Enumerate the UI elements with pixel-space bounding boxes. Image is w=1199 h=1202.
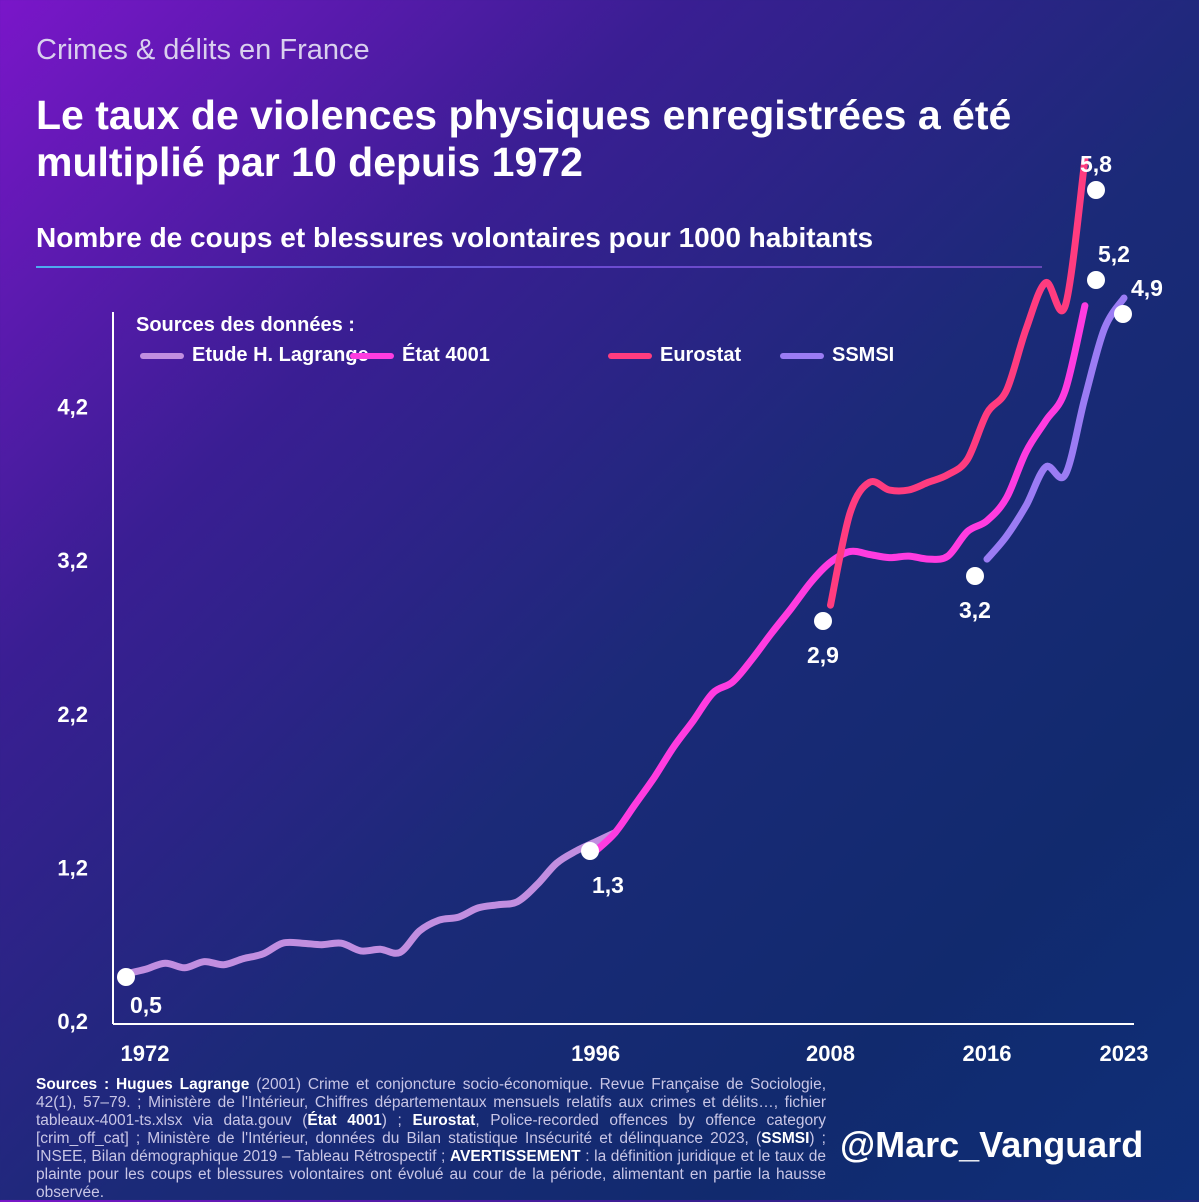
legend-swatch bbox=[350, 352, 394, 359]
annotation-dot bbox=[1087, 271, 1105, 289]
chart-subtitle: Nombre de coups et blessures volontaires… bbox=[36, 222, 874, 253]
y-tick-label: 4,2 bbox=[57, 395, 88, 420]
y-tick-label: 2,2 bbox=[57, 702, 88, 727]
annotation-label: 0,5 bbox=[130, 992, 162, 1018]
legend-swatch bbox=[780, 352, 824, 359]
legend-swatch bbox=[140, 352, 184, 359]
annotation-dot bbox=[966, 567, 984, 585]
annotation-label: 1,3 bbox=[592, 872, 624, 898]
y-tick-label: 1,2 bbox=[57, 855, 88, 880]
legend-label: État 4001 bbox=[402, 344, 490, 366]
series-line-etat-4001 bbox=[592, 302, 1089, 855]
legend-label: Eurostat bbox=[660, 344, 742, 366]
legend-item: État 4001 bbox=[350, 344, 490, 367]
annotation-dot bbox=[1114, 305, 1132, 323]
annotation-markers: 0,5 1,3 2,9 3,2 5,8 5,24,9 bbox=[117, 151, 1163, 1018]
legend-item: Etude H. Lagrange bbox=[140, 344, 369, 367]
legend-label: Etude H. Lagrange bbox=[192, 344, 369, 366]
axes: 4,2 3,2 2,2 1,2 0,2 1972 1996 2008 2016 2023 bbox=[57, 312, 1148, 1066]
annotation-dot bbox=[581, 842, 599, 860]
legend-swatch bbox=[608, 352, 652, 359]
series-line-eurostat bbox=[827, 156, 1089, 609]
x-tick-label: 2023 bbox=[1100, 1041, 1149, 1066]
annotation-dot bbox=[117, 968, 135, 986]
title-divider bbox=[36, 266, 1042, 268]
annotation-dot bbox=[814, 612, 832, 630]
chart-title: Le taux de violences physiques enregistr… bbox=[36, 92, 1012, 185]
series-lines bbox=[122, 156, 1128, 978]
sources-text: Sources : Hugues Lagrange (2001) Crime e… bbox=[36, 1076, 827, 1201]
annotation-dot bbox=[1087, 181, 1105, 199]
series-line-ssmsi bbox=[983, 294, 1128, 563]
legend-title: Sources des données : bbox=[136, 314, 355, 336]
annotation-label: 4,9 bbox=[1131, 275, 1163, 301]
y-tick-label: 0,2 bbox=[57, 1009, 88, 1034]
author-handle: @Marc_Vanguard bbox=[840, 1124, 1144, 1165]
x-tick-label: 1996 bbox=[571, 1041, 620, 1066]
x-tick-label: 2008 bbox=[806, 1041, 855, 1066]
y-tick-label: 3,2 bbox=[57, 548, 88, 573]
legend-item: SSMSI bbox=[780, 344, 894, 367]
legend-label: SSMSI bbox=[832, 344, 895, 366]
kicker: Crimes & délits en France bbox=[36, 34, 370, 66]
x-tick-label: 1972 bbox=[121, 1041, 170, 1066]
legend-item: Eurostat bbox=[608, 344, 741, 367]
annotation-label: 2,9 bbox=[807, 642, 839, 668]
annotation-label: 3,2 bbox=[959, 597, 991, 623]
sources-note: Sources : Hugues Lagrange (2001) Crime e… bbox=[36, 1076, 1164, 1202]
x-tick-label: 2016 bbox=[963, 1041, 1012, 1066]
series-line-etude-h-lagrange bbox=[122, 829, 619, 978]
annotation-label: 5,2 bbox=[1098, 241, 1130, 267]
annotation-label: 5,8 bbox=[1080, 151, 1112, 177]
